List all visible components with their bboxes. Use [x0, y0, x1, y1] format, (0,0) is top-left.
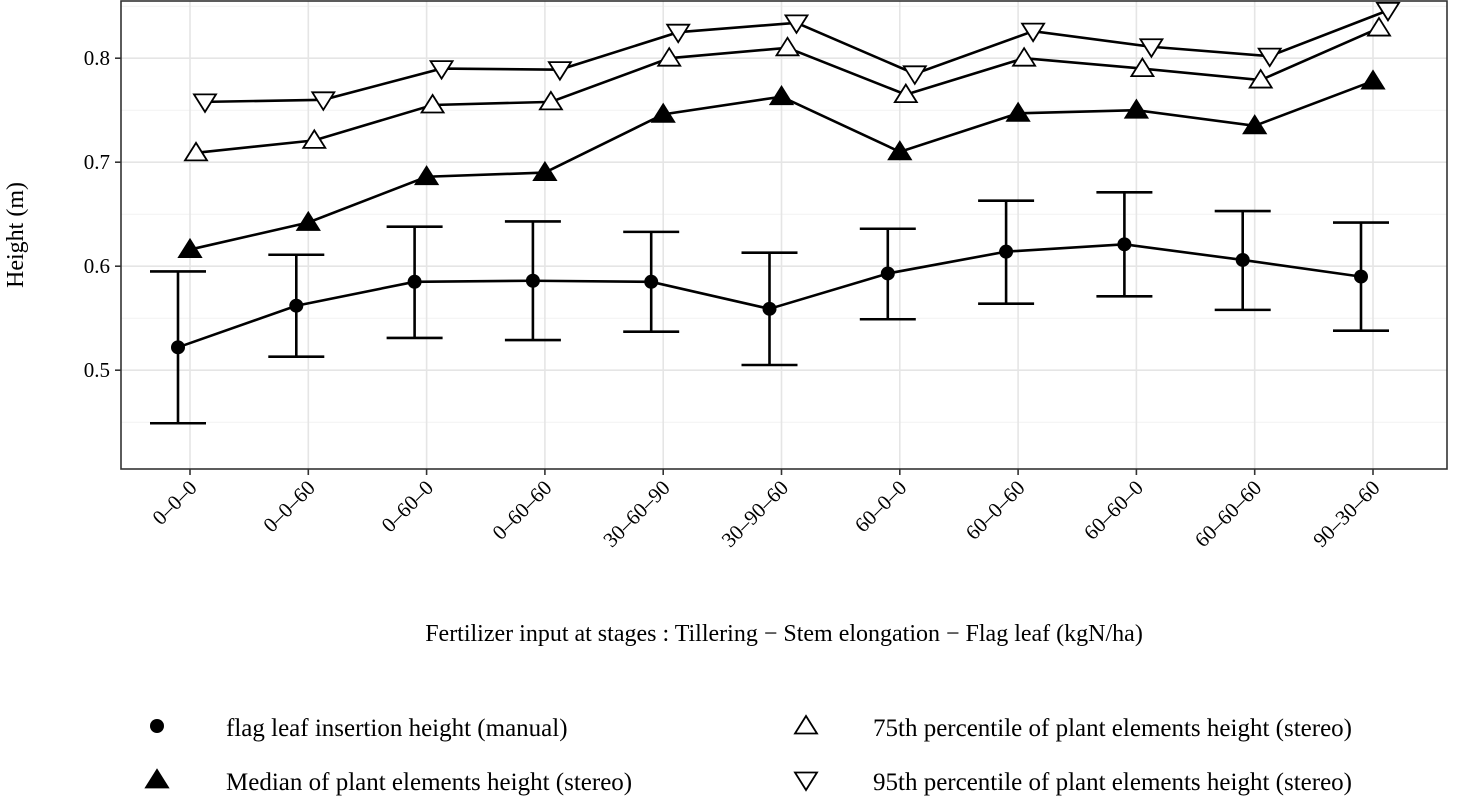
- data-point: [656, 46, 682, 67]
- data-point: [1366, 16, 1392, 37]
- y-tick-label: 0.7: [84, 150, 110, 174]
- data-point: [1257, 47, 1283, 68]
- data-point: [1138, 38, 1165, 59]
- data-point: [538, 90, 564, 111]
- x-tick-label: 60–60–60: [1190, 476, 1266, 552]
- data-point: [1235, 252, 1250, 267]
- legend-label: 75th percentile of plant elements height…: [873, 715, 1352, 742]
- y-tick-label: 0.6: [84, 254, 110, 278]
- data-point: [774, 36, 801, 57]
- data-point: [289, 298, 304, 313]
- y-axis-title: Height (m): [3, 182, 29, 288]
- data-point: [893, 82, 919, 103]
- data-point: [525, 273, 540, 288]
- data-point: [532, 160, 558, 182]
- legend-marker: [793, 771, 819, 792]
- data-point: [1117, 237, 1132, 252]
- data-point: [310, 91, 336, 112]
- data-point: [547, 61, 573, 82]
- x-tick-label: 0–0–60: [258, 476, 320, 538]
- legend-marker: [144, 768, 170, 789]
- data-point: [428, 60, 455, 81]
- legend-item: Median of plant elements height (stereo): [144, 768, 632, 796]
- legend-marker: [793, 714, 819, 735]
- data-point: [301, 128, 327, 149]
- legend-item: flag leaf insertion height (manual): [150, 715, 568, 742]
- series-3: [183, 16, 1392, 162]
- legend-label: flag leaf insertion height (manual): [226, 715, 568, 742]
- data-point: [887, 140, 913, 161]
- legend: flag leaf insertion height (manual) Media…: [144, 714, 1352, 796]
- legend-item: 75th percentile of plant elements height…: [793, 714, 1352, 742]
- data-point: [650, 102, 676, 123]
- data-point: [1375, 1, 1401, 23]
- x-tick-label: 0–60–60: [487, 476, 556, 545]
- series-2: [177, 69, 1386, 258]
- data-point: [419, 93, 446, 114]
- legend-label: 95th percentile of plant elements height…: [873, 769, 1352, 796]
- data-point: [762, 301, 777, 316]
- data-point: [183, 141, 209, 162]
- x-tick-label: 0–60–0: [377, 476, 439, 538]
- data-point: [407, 274, 422, 289]
- axes: 0.5 0.6 0.7 0.8 0–0–0 0–0–60 0–60–0 0–60–60 30–6…: [84, 46, 1385, 552]
- data-point: [768, 84, 795, 106]
- x-tick-label: 30–90–60: [717, 476, 793, 552]
- data-point: [902, 65, 928, 86]
- x-tick-label: 0–0–0: [147, 476, 201, 530]
- data-point: [1129, 56, 1156, 77]
- grid: [121, 1, 1447, 469]
- data-point: [1123, 98, 1150, 119]
- legend-label: Median of plant elements height (stereo): [226, 769, 632, 796]
- data-point: [1354, 269, 1368, 284]
- data-point: [999, 244, 1014, 259]
- data-point: [171, 340, 185, 355]
- data-point: [295, 210, 321, 231]
- data-point: [413, 165, 440, 186]
- data-point: [1360, 69, 1386, 90]
- series: [150, 1, 1401, 425]
- x-tick-label: 60–0–60: [961, 476, 1030, 545]
- x-tick-label: 60–60–0: [1079, 476, 1148, 545]
- data-point: [880, 266, 895, 281]
- data-point: [1005, 101, 1031, 122]
- data-point: [1242, 114, 1268, 135]
- data-point: [1020, 22, 1046, 43]
- data-point: [783, 14, 810, 35]
- series-1: [150, 191, 1389, 425]
- legend-marker: [150, 719, 164, 733]
- y-tick-label: 0.5: [84, 358, 110, 382]
- series-4: [192, 1, 1401, 114]
- x-tick-label: 60–0–0: [850, 476, 912, 538]
- data-point: [665, 23, 691, 44]
- data-point: [177, 237, 203, 258]
- x-axis-title: Fertilizer input at stages : Tillering −…: [425, 621, 1143, 647]
- x-tick-label: 30–60–90: [598, 476, 674, 552]
- data-point: [1011, 46, 1037, 67]
- data-point: [1248, 68, 1274, 89]
- x-tick-label: 90–30–60: [1308, 476, 1384, 552]
- data-point: [192, 93, 218, 114]
- legend-item: 95th percentile of plant elements height…: [793, 769, 1352, 796]
- data-point: [644, 274, 659, 289]
- plot-panel-border: [120, 0, 1448, 470]
- y-tick-label: 0.8: [84, 46, 110, 70]
